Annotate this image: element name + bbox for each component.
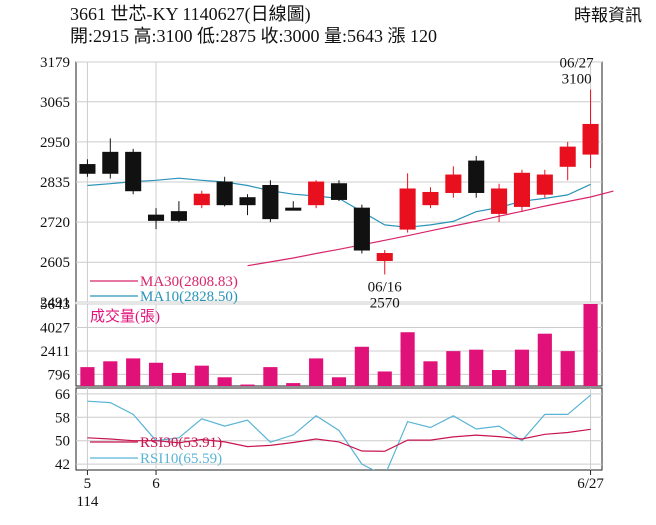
price-y-tick-label: 2491: [40, 295, 70, 311]
candle-body-down: [79, 164, 96, 174]
volume-bar: [263, 367, 278, 386]
volume-bar: [148, 362, 164, 386]
candle-body-up: [399, 188, 416, 230]
volume-bar: [240, 384, 255, 386]
candle-body-up: [193, 193, 210, 206]
candle-body-down: [102, 151, 119, 174]
candle-body-up: [536, 174, 553, 195]
candle-body-down: [285, 207, 302, 211]
candle-body-up: [559, 146, 576, 167]
volume-bar: [514, 349, 530, 386]
candle-body-down: [147, 214, 165, 221]
ma30-line: [247, 190, 614, 267]
volume-bar: [423, 361, 438, 386]
x-tick-label: 5: [84, 476, 92, 492]
candle-body-up: [445, 174, 462, 193]
volume-bar: [331, 377, 347, 386]
volume-bar: [126, 358, 141, 386]
volume-bar: [491, 370, 507, 386]
price-y-tick-label: 2605: [40, 255, 70, 271]
volume-bar: [309, 358, 324, 386]
candle-body-down: [239, 197, 256, 206]
source-label: 時報資訊: [574, 6, 642, 25]
chart-title: 3661 世芯-KY 1140627(日線圖): [70, 4, 311, 24]
rsi-panel-frame: [75, 387, 603, 471]
volume-y-tick-label: 5643: [40, 297, 70, 313]
volume-bar: [286, 383, 301, 386]
price-y-tick-label: 2835: [40, 175, 70, 191]
ma10-legend-label: MA10(2828.50): [140, 289, 238, 305]
volume-bar: [103, 361, 118, 386]
price-y-tick-label: 2720: [40, 215, 70, 231]
volume-bar: [560, 351, 575, 386]
rsi-y-tick-label: 42: [55, 457, 70, 473]
x-tick-sublabel: 114: [76, 494, 98, 510]
volume-bar: [80, 367, 95, 386]
volume-y-tick-label: 4027: [40, 320, 71, 336]
volume-bar: [217, 377, 232, 386]
volume-bar: [469, 349, 484, 386]
candle-body-up: [376, 253, 393, 261]
rsi-y-tick-label: 50: [55, 434, 70, 450]
candle-body-down: [468, 160, 485, 193]
volume-bar: [446, 351, 461, 386]
candle-body-up: [491, 188, 508, 214]
volume-bar: [354, 346, 369, 386]
volume-y-tick-label: 2411: [41, 344, 70, 360]
rsi-y-tick-label: 58: [55, 410, 70, 426]
ohlc-summary: 開:2915 高:3100 低:2875 收:3000 量:5643 漲 120: [70, 26, 438, 46]
volume-panel-title: 成交量(張): [90, 307, 160, 325]
volume-bar: [537, 333, 552, 386]
price-y-tick-label: 3179: [40, 55, 70, 71]
volume-bar: [377, 371, 392, 386]
candle-body-down: [216, 181, 233, 206]
x-tick-label: 6: [152, 476, 160, 492]
low-value-label: 2570: [370, 295, 400, 311]
low-date-label: 06/16: [368, 279, 403, 295]
rsi-lines: [87, 394, 591, 470]
candle-body-up: [513, 172, 531, 207]
candle-body-up: [422, 191, 439, 206]
volume-bar: [171, 372, 187, 386]
candle-body-up: [308, 181, 325, 206]
candle-body-down: [170, 211, 187, 221]
high-date-label: 06/27: [559, 56, 594, 72]
ma30-legend-label: MA30(2808.83): [140, 274, 238, 290]
price-y-tick-label: 3065: [40, 95, 70, 111]
candle-body-down: [330, 183, 348, 200]
high-value-label: 3100: [562, 72, 592, 88]
candle-body-up: [582, 123, 599, 155]
rsi-y-tick-label: 66: [55, 387, 71, 403]
candle-body-down: [262, 184, 279, 220]
volume-bar: [400, 332, 415, 386]
rsi10-legend-label: RSI10(65.59): [140, 451, 222, 467]
volume-y-tick-label: 796: [48, 367, 71, 383]
rsi10-line: [87, 394, 591, 470]
volume-bar: [194, 365, 209, 386]
candle-body-down: [125, 151, 142, 192]
price-y-tick-label: 2950: [40, 135, 70, 151]
x-tick-label: 6/27: [577, 476, 604, 492]
rsi30-legend-label: RSI30(53.91): [140, 435, 222, 451]
volume-bar: [583, 304, 598, 386]
rsi30-line: [87, 428, 591, 452]
candle-body-down: [353, 207, 370, 251]
